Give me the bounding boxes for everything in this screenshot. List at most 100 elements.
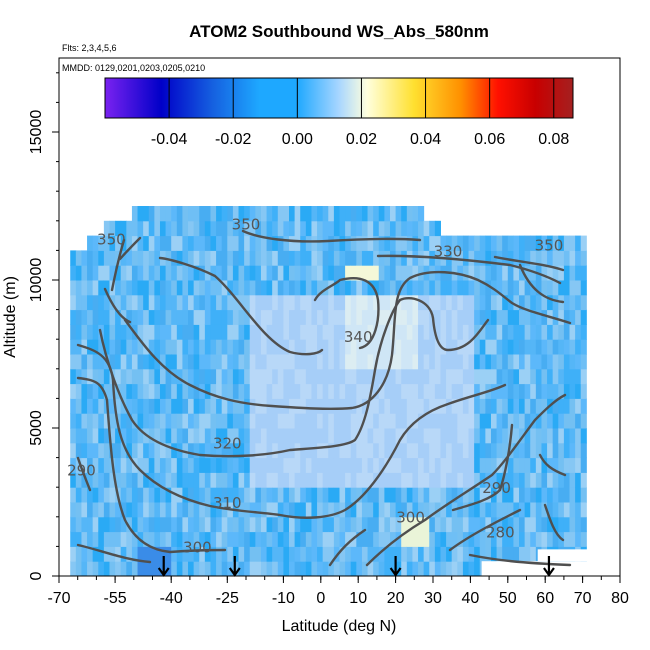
heatmap-cell xyxy=(232,383,240,399)
heatmap-cell xyxy=(513,413,520,429)
heatmap-cell xyxy=(384,280,391,296)
heatmap-cell xyxy=(457,294,464,311)
heatmap-cell xyxy=(126,413,133,429)
heatmap-cell xyxy=(244,428,251,444)
heatmap-cell xyxy=(423,280,430,296)
heatmap-cell xyxy=(462,235,470,251)
heatmap-cell xyxy=(199,531,206,547)
heatmap-cell xyxy=(322,354,329,370)
heatmap-cell xyxy=(513,516,520,533)
heatmap-cell xyxy=(345,413,352,429)
heatmap-cell xyxy=(356,383,363,399)
heatmap-cell xyxy=(277,487,284,503)
heatmap-cell xyxy=(92,324,99,340)
heatmap-cell xyxy=(552,472,559,488)
heatmap-cell xyxy=(260,265,268,281)
heatmap-cell xyxy=(513,235,520,251)
heatmap-cell xyxy=(317,531,324,547)
contour-320 xyxy=(98,296,490,458)
heatmap-cell xyxy=(317,339,324,355)
heatmap-cell xyxy=(524,516,531,533)
heatmap-cell xyxy=(389,265,397,281)
heatmap-cell xyxy=(563,354,571,370)
heatmap-cell xyxy=(356,368,363,385)
heatmap-cell xyxy=(418,487,425,503)
heatmap-cell xyxy=(468,502,475,518)
heatmap-cell xyxy=(305,294,312,311)
heatmap-cell xyxy=(221,487,228,503)
heatmap-cell xyxy=(434,442,441,459)
heatmap-cell xyxy=(255,516,262,533)
heatmap-cell xyxy=(575,413,582,429)
heatmap-cell xyxy=(356,457,363,473)
heatmap-cell xyxy=(148,428,155,444)
heatmap-cell xyxy=(266,502,273,518)
heatmap-cell xyxy=(406,206,413,222)
heatmap-cell xyxy=(92,383,99,399)
heatmap-cell xyxy=(345,309,352,325)
heatmap-cell xyxy=(552,324,559,340)
heatmap-cell xyxy=(378,546,385,562)
heatmap-cell xyxy=(519,457,526,473)
heatmap-cell xyxy=(317,398,324,414)
heatmap-cell xyxy=(92,368,99,385)
heatmap-cell xyxy=(502,294,509,311)
heatmap-cell xyxy=(109,235,116,251)
heatmap-cell xyxy=(165,516,172,533)
contour-340 xyxy=(158,256,380,356)
heatmap-cell xyxy=(345,368,352,385)
heatmap-cell xyxy=(502,428,509,444)
heatmap-cell xyxy=(423,413,430,429)
heatmap-cell xyxy=(367,235,374,251)
heatmap-cell xyxy=(137,250,144,266)
heatmap-cell xyxy=(563,442,571,459)
heatmap-cell xyxy=(389,309,397,325)
heatmap-cell xyxy=(440,339,447,355)
heatmap-cell xyxy=(457,383,464,399)
heatmap-cell xyxy=(199,368,206,385)
heatmap-cell xyxy=(249,250,256,266)
heatmap-cell xyxy=(143,383,150,399)
heatmap-cell xyxy=(176,546,183,562)
heatmap-cell xyxy=(373,516,380,533)
heatmap-cell xyxy=(333,561,340,576)
heatmap-cell xyxy=(434,354,441,370)
heatmap-cell xyxy=(373,442,380,459)
heatmap-cell xyxy=(81,442,88,459)
heatmap-cell xyxy=(580,280,587,296)
heatmap-cell xyxy=(569,413,576,429)
heatmap-cell xyxy=(238,546,245,562)
heatmap-cell xyxy=(530,383,537,399)
heatmap-cell xyxy=(401,487,408,503)
heatmap-cell xyxy=(115,220,122,237)
heatmap-cell xyxy=(389,250,397,266)
heatmap-cell xyxy=(429,487,436,503)
heatmap-cell xyxy=(289,472,296,488)
heatmap-cell xyxy=(345,398,352,414)
heatmap-cell xyxy=(193,250,200,266)
heatmap-cell xyxy=(513,398,520,414)
heatmap-cell xyxy=(322,472,329,488)
heatmap-cell xyxy=(216,546,223,562)
heatmap-cell xyxy=(210,265,217,281)
heatmap-cell xyxy=(519,294,526,311)
heatmap-cell xyxy=(423,502,430,518)
heatmap-cell xyxy=(115,531,122,547)
heatmap-cell xyxy=(305,220,312,237)
heatmap-cell xyxy=(98,294,105,311)
heatmap-cell xyxy=(468,442,475,459)
heatmap-cell xyxy=(406,294,413,311)
heatmap-cell xyxy=(120,428,127,444)
heatmap-cell xyxy=(502,398,509,414)
heatmap-cell xyxy=(266,531,273,547)
heatmap-cell xyxy=(333,368,340,385)
heatmap-cell xyxy=(547,235,554,251)
heatmap-cell xyxy=(535,531,542,547)
x-axis-label: Latitude (deg N) xyxy=(282,618,397,635)
heatmap-cell xyxy=(109,472,116,488)
heatmap-cell xyxy=(451,457,458,473)
heatmap-cell xyxy=(204,324,211,340)
heatmap-cell xyxy=(563,516,571,533)
heatmap-cell xyxy=(457,457,464,473)
heatmap-cell xyxy=(423,561,430,576)
